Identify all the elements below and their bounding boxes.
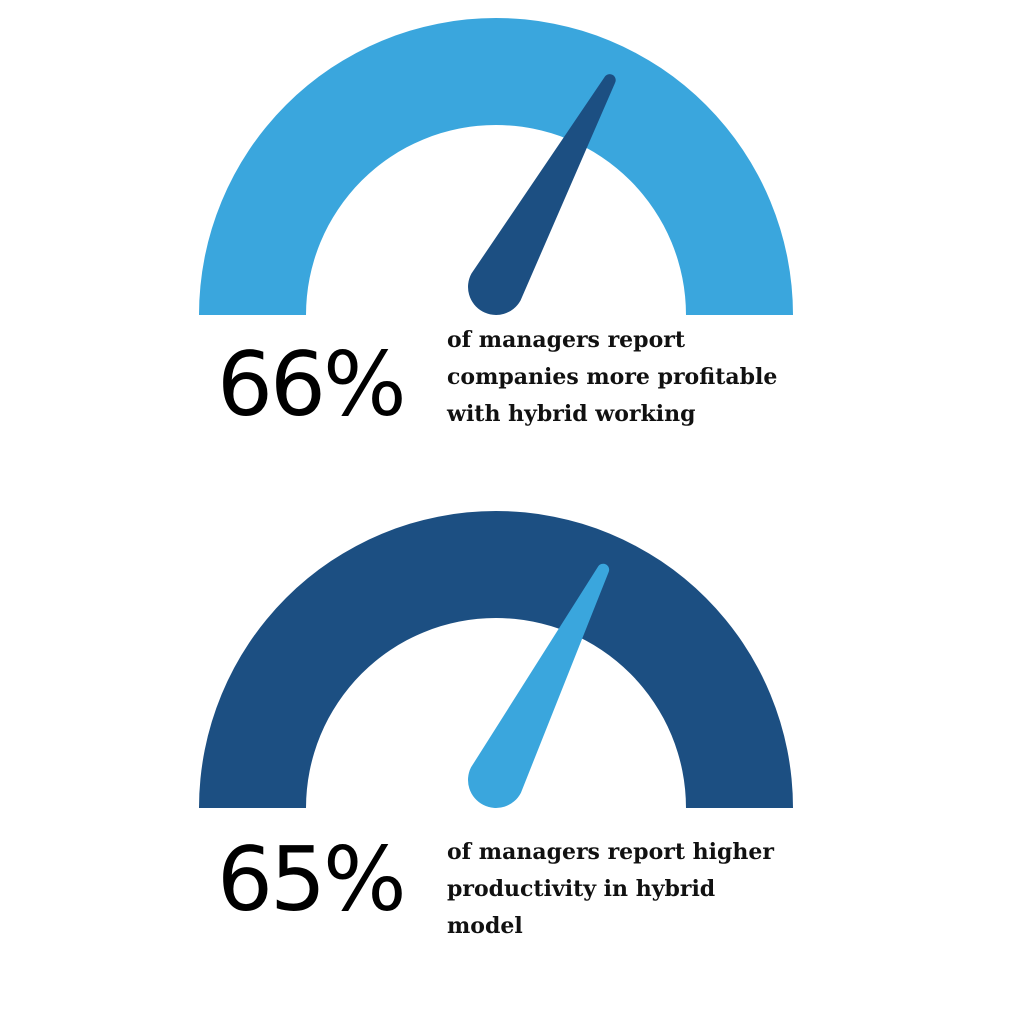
gauge-arc xyxy=(199,511,793,808)
value-label: 65% xyxy=(217,828,404,931)
gauge-needle xyxy=(468,74,616,315)
gauge-arc xyxy=(199,18,793,315)
value-label: 66% xyxy=(217,333,404,436)
caption: of managers report companies more profit… xyxy=(447,327,778,427)
caption: of managers report higher productivity i… xyxy=(447,839,774,939)
gauge-needle xyxy=(468,563,610,808)
